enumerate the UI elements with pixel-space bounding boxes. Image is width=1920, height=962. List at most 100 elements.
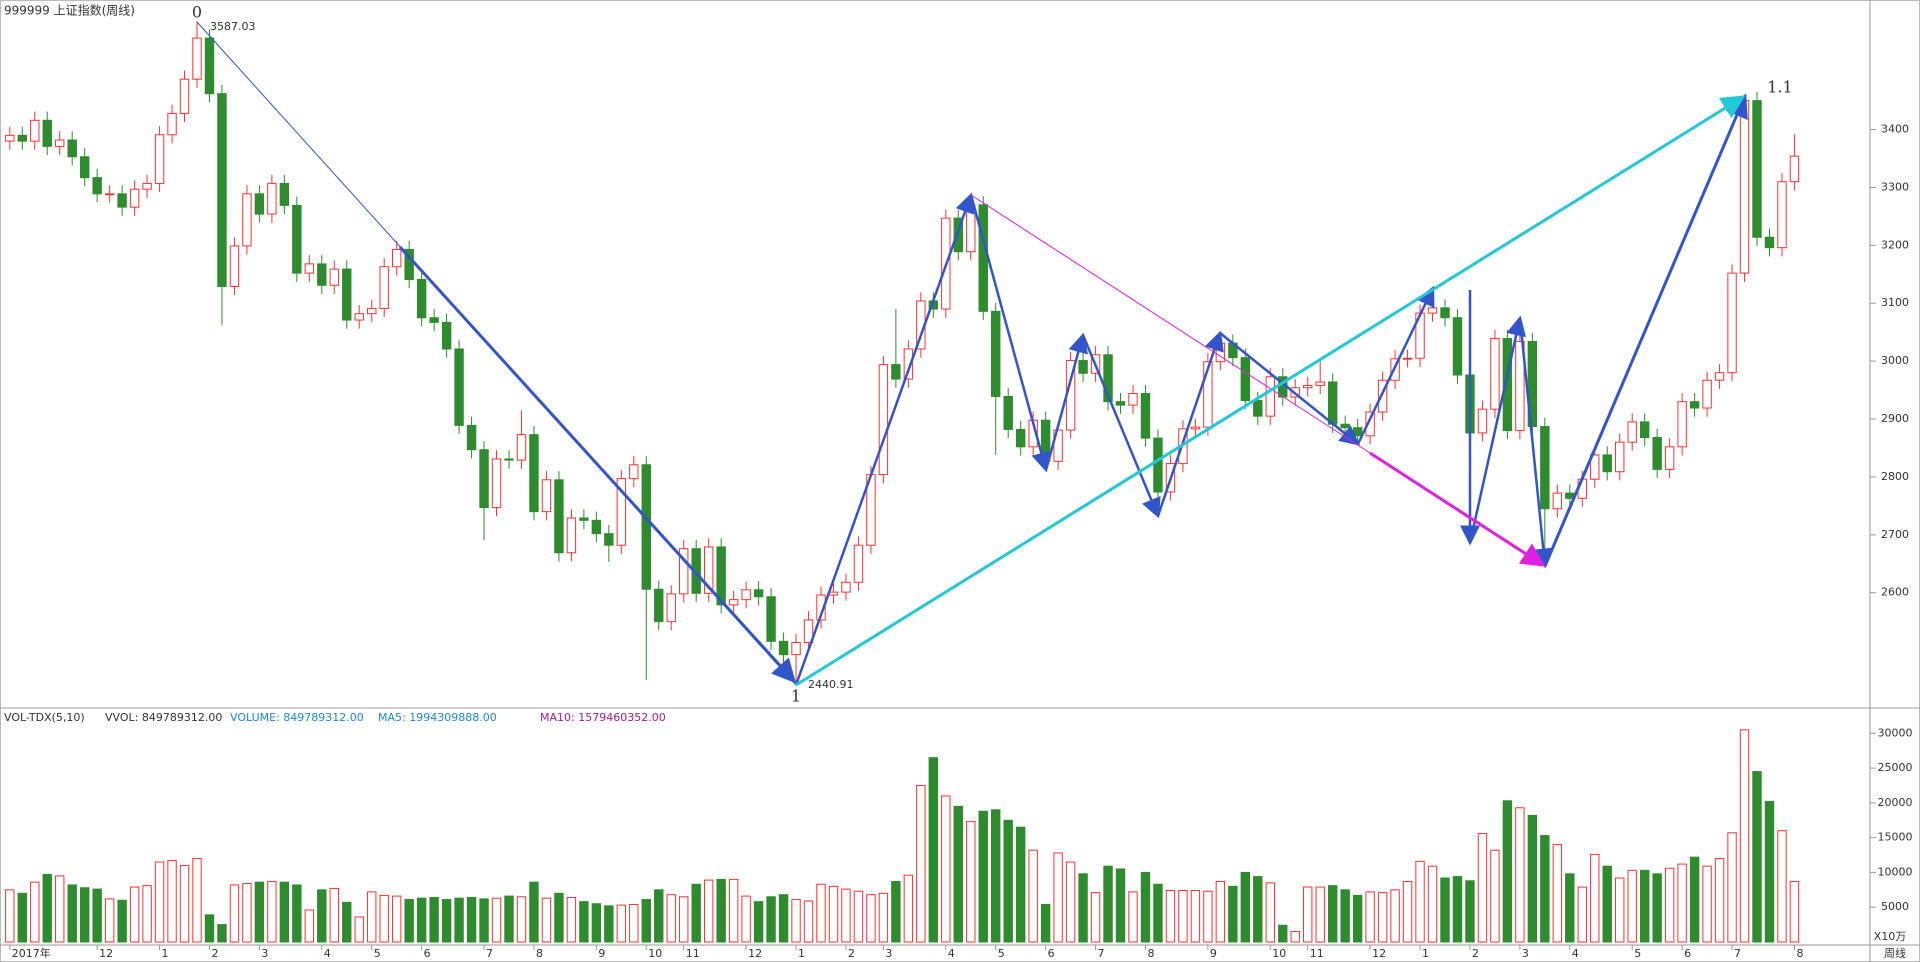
candle-body [1190,426,1201,430]
chart-title: 999999 上证指数(周线) [4,3,135,18]
volume-bar [716,878,726,943]
x-tick-label: 12 [99,947,113,960]
candle-body [179,78,190,114]
volume-bar [766,896,776,943]
candle-body [1128,393,1138,406]
volume-bar [117,899,127,943]
volume-bar [1165,890,1176,943]
volume-unit: X10万 [1874,930,1907,943]
volume-bar [292,884,302,943]
candle-body [504,458,514,461]
volume-bar [1752,771,1762,943]
candle-body [591,519,602,535]
volume-bar [1103,865,1113,943]
candle-body [691,548,701,594]
volume-bar [42,874,52,943]
candle-body [1714,372,1725,381]
volume-bar [866,894,876,943]
volume-indicator: VOL-TDX(5,10) [4,711,85,724]
volume-bar [654,889,664,943]
volume-bar [1777,830,1787,943]
volume-header: MA10: 1579460352.00 [540,711,666,724]
volume-bar [1128,891,1138,943]
volume-bar [1652,873,1662,943]
volume-bar [1402,880,1413,943]
x-tick-label: 7 [486,947,493,960]
trend-arrow [1369,451,1546,567]
x-tick-label: 5 [374,947,381,960]
volume-bar [1565,873,1575,943]
wave-arrow [1044,332,1089,471]
volume-bar [416,897,427,943]
candle-body [142,182,152,190]
y-tick-label: 20000 [1878,796,1913,809]
volume-bar [1477,832,1488,943]
volume-bar [728,878,739,943]
candle-body [1377,379,1388,413]
candle-body [1240,357,1251,401]
y-tick-label: 5000 [1881,900,1909,913]
volume-bar [254,881,265,943]
volume-bar [778,894,789,943]
volume-bar [55,875,65,943]
volume-bar [17,892,27,943]
volume-bar [1727,832,1737,943]
candle-body [616,478,627,546]
candle-body [1652,437,1662,470]
volume-bar [828,885,839,943]
volume-bar [1265,882,1275,943]
y-tick-label: 25000 [1878,761,1913,774]
volume-bar [916,784,926,943]
candle-body [317,263,327,286]
candle-body [1253,399,1263,417]
candle-body [192,37,202,80]
volume-bar [891,880,901,943]
candle-body [716,546,726,606]
volume-bar [529,881,539,943]
candle-body [1664,446,1675,470]
volume-bar [229,884,240,943]
volume-bar [978,810,988,943]
wave-arrow [969,194,1052,473]
candle-body [367,307,377,315]
candle-body [304,263,315,274]
candle-body [604,533,614,546]
candle-body [292,204,302,274]
volume-bar [1702,865,1712,943]
x-tick-label: 8 [536,947,543,960]
candle-body [354,313,364,321]
candle-body [1452,317,1463,376]
candle-body [978,204,988,312]
wave-arrow [1468,315,1526,544]
volume-bar [1502,800,1513,943]
volume-bar [1552,844,1563,943]
volume-bar [1639,869,1650,943]
x-tick-label: 3 [1522,947,1529,960]
candle-body [566,517,577,554]
volume-bar [579,901,589,943]
volume-bar [129,886,140,943]
volume-bar [841,888,851,943]
candle-body [217,93,227,287]
candle-body [728,599,739,606]
volume-bar [92,888,102,943]
volume-bar [1352,894,1363,943]
y-tick-label: 10000 [1878,865,1913,878]
volume-bar [67,884,77,943]
x-tick-label: 5 [998,947,1005,960]
candle-body [816,594,826,621]
x-tick-label: 8 [1796,947,1803,960]
volume-bar [142,885,152,943]
volume-bar [279,881,290,943]
volume-bar [1303,886,1313,943]
x-tick-label: 1 [1422,947,1429,960]
y-tick-label: 2900 [1881,412,1909,425]
volume-bar [179,864,190,943]
x-tick-label: 8 [1147,947,1154,960]
candle-body [204,37,215,95]
candle-body [1639,421,1650,439]
candle-body [541,479,552,513]
candle-body [104,193,115,196]
volume-bar [1327,885,1338,943]
candle-body [79,156,90,179]
